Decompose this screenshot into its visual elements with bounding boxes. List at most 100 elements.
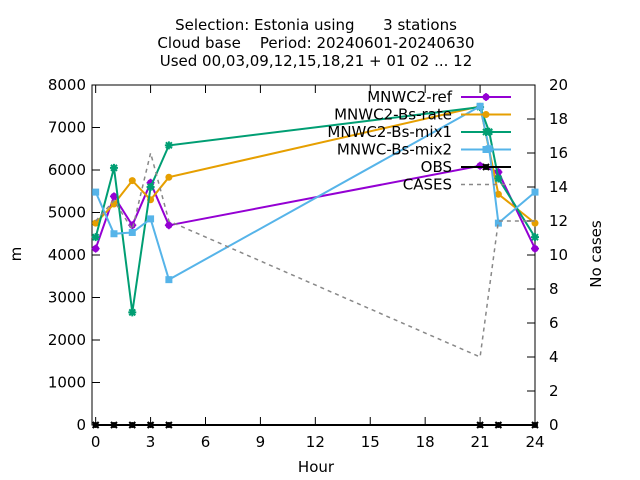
legend-marker [482, 111, 490, 118]
y-tick-label: 4000 [48, 246, 86, 264]
title-line: Selection: Estonia using 3 stations [175, 16, 457, 34]
chart-title: Selection: Estonia using 3 stationsCloud… [157, 16, 474, 70]
data-point [109, 163, 118, 172]
x-tick-label: 6 [201, 433, 211, 451]
legend: MNWC2-refMNWC2-Bs-rateMNWC2-Bs-mix1MNWC-… [327, 88, 511, 194]
legend-item: MNWC-Bs-mix2 [337, 141, 511, 159]
x-tick-label: 24 [525, 433, 544, 451]
y-tick-label: 7000 [48, 119, 86, 137]
y2-tick-label: 8 [549, 280, 559, 298]
data-point [494, 219, 502, 227]
data-point [147, 215, 155, 223]
legend-label: CASES [403, 176, 452, 194]
data-point-dot [531, 245, 539, 253]
legend-item: CASES [403, 176, 511, 194]
legend-item: OBS [421, 158, 511, 176]
data-point-dot [476, 162, 484, 170]
y-axis-ticks: 0 1000 2000 3000 4000 5000 6000 7000 8000 [48, 76, 100, 434]
y2-tick-label: 14 [549, 178, 568, 196]
x-tick-label: 15 [361, 433, 380, 451]
legend-marker-dot [482, 93, 490, 101]
data-point [92, 219, 100, 227]
y2-tick-label: 16 [549, 144, 568, 162]
plot-border [91, 84, 536, 426]
data-point [146, 183, 155, 191]
x-axis-ticks: 0 3 6 9 12 15 18 21 24 [91, 85, 545, 451]
data-point-dot [165, 422, 172, 428]
data-point [128, 308, 137, 317]
legend-item: MNWC2-Bs-mix1 [327, 123, 511, 141]
data-point [91, 233, 100, 242]
y-tick-label: 6000 [48, 161, 86, 179]
y2-axis-ticks: 0 2 4 6 8 10 12 14 16 18 20 [527, 76, 568, 434]
data-point-dot [495, 422, 502, 428]
series-4 [91, 421, 539, 429]
data-point-dot [110, 192, 118, 200]
data-point [164, 141, 173, 150]
y2-tick-label: 18 [549, 110, 568, 128]
y2-tick-label: 20 [549, 76, 568, 94]
data-point-dot [92, 245, 100, 253]
y-tick-label: 5000 [48, 204, 86, 222]
y2-axis-label: No cases [587, 220, 605, 288]
legend-marker [482, 146, 490, 153]
legend-label: MNWC2-Bs-mix1 [327, 123, 452, 141]
x-tick-label: 3 [146, 433, 156, 451]
y-tick-label: 1000 [48, 374, 86, 392]
y-axis-label: m [7, 247, 25, 262]
data-point-dot [477, 422, 484, 428]
y2-tick-label: 12 [549, 212, 568, 230]
title-line: Cloud base Period: 20240601-20240630 [157, 34, 474, 52]
series-1 [92, 102, 539, 227]
series-3 [92, 102, 539, 284]
y2-tick-label: 4 [549, 348, 559, 366]
plot-frame [91, 84, 536, 426]
title-line: Used 00,03,09,12,15,18,21 + 01 02 ... 12 [160, 52, 473, 70]
data-point-dot [532, 422, 538, 428]
x-tick-label: 9 [256, 433, 266, 451]
data-point-dot [110, 422, 117, 428]
y-tick-label: 0 [76, 416, 86, 434]
series-0 [91, 161, 539, 253]
data-point-dot [129, 422, 136, 428]
data-point [128, 177, 136, 185]
y-tick-label: 8000 [48, 76, 86, 94]
legend-item: MNWC2-Bs-rate [334, 106, 511, 124]
legend-label: OBS [421, 158, 452, 176]
legend-label: MNWC-Bs-mix2 [337, 141, 452, 159]
data-point [128, 228, 136, 236]
series-5 [95, 152, 535, 359]
legend-item: MNWC2-ref [367, 88, 511, 106]
x-axis-label: Hour [298, 458, 335, 476]
y2-tick-label: 2 [549, 382, 559, 400]
data-point [110, 230, 118, 238]
series-group [91, 102, 539, 429]
legend-label: MNWC2-Bs-rate [334, 106, 452, 124]
data-point [92, 188, 100, 196]
data-point-dot [92, 422, 99, 428]
x-tick-label: 12 [306, 433, 325, 451]
series-line [94, 105, 536, 224]
y2-tick-label: 0 [549, 416, 559, 434]
data-point-dot [147, 422, 154, 428]
y-tick-label: 3000 [48, 289, 86, 307]
legend-label: MNWC2-ref [367, 88, 452, 106]
data-point-dot [165, 221, 173, 229]
data-point [476, 102, 484, 110]
data-point [165, 276, 173, 284]
y2-tick-label: 6 [549, 314, 559, 332]
legend-marker-dot [483, 164, 489, 170]
x-tick-label: 0 [91, 433, 101, 451]
data-point [531, 233, 539, 242]
x-tick-label: 18 [416, 433, 435, 451]
x-tick-label: 21 [471, 433, 490, 451]
series-line [94, 164, 536, 250]
y2-tick-label: 10 [549, 246, 568, 264]
data-point [494, 174, 503, 183]
legend-marker [482, 128, 490, 136]
series-line [95, 152, 535, 359]
data-point [165, 173, 173, 181]
data-point [531, 188, 539, 196]
y-tick-label: 2000 [48, 331, 86, 349]
